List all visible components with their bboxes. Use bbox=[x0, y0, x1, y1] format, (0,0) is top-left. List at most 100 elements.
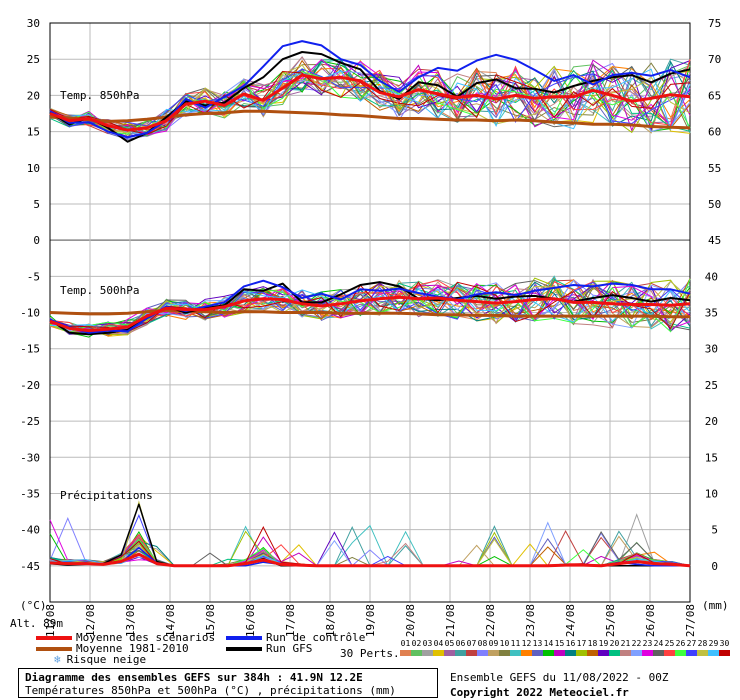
y-tick-label: -25 bbox=[20, 415, 40, 428]
right-tick-upper: 55 bbox=[708, 162, 721, 175]
perturbation-swatch bbox=[675, 650, 686, 656]
perturbation-number: 24 bbox=[653, 639, 664, 648]
legend-gfs-label: Run GFS bbox=[266, 642, 313, 655]
y-tick-label: 5 bbox=[33, 198, 40, 211]
perturbation-swatch bbox=[488, 650, 499, 656]
right-tick-lower: 5 bbox=[711, 524, 718, 537]
x-tick-label: 12/08 bbox=[84, 604, 97, 637]
perturbation-swatch bbox=[664, 650, 675, 656]
right-tick-upper: 60 bbox=[708, 126, 721, 139]
perturbation-swatch bbox=[466, 650, 477, 656]
perturbation-swatch bbox=[510, 650, 521, 656]
x-tick-label: 25/08 bbox=[604, 604, 617, 637]
copyright: Copyright 2022 Meteociel.fr bbox=[450, 686, 629, 699]
snowflake-icon: ❄ bbox=[54, 653, 61, 666]
x-tick-label: 20/08 bbox=[404, 604, 417, 637]
right-tick-lower: 40 bbox=[705, 270, 718, 283]
perturbation-number: 22 bbox=[631, 639, 642, 648]
perturbation-swatch bbox=[686, 650, 697, 656]
x-tick-label: 27/08 bbox=[684, 604, 697, 637]
y-tick-label: 20 bbox=[27, 89, 40, 102]
y-tick-label: -15 bbox=[20, 343, 40, 356]
ensemble-t500-line bbox=[49, 280, 691, 336]
y-tick-label: 10 bbox=[27, 162, 40, 175]
perturbation-number: 21 bbox=[620, 639, 631, 648]
perturbation-number: 08 bbox=[477, 639, 488, 648]
legend-snow: ❄ Risque neige bbox=[54, 654, 146, 665]
perturbation-number: 12 bbox=[521, 639, 532, 648]
perturbation-swatch bbox=[422, 650, 433, 656]
perturbation-number: 15 bbox=[554, 639, 565, 648]
perturbation-legend: 0102030405060708091011121314151617181920… bbox=[400, 640, 730, 658]
perturbation-number: 11 bbox=[510, 639, 521, 648]
legend-mean-label: Moyenne des scénarios bbox=[76, 631, 216, 644]
chart-title: Diagramme des ensembles GEFS sur 384h : … bbox=[25, 671, 363, 684]
perturbation-number: 20 bbox=[609, 639, 620, 648]
perturbation-number: 28 bbox=[697, 639, 708, 648]
perturbation-number: 19 bbox=[598, 639, 609, 648]
legend-control: Run de contrôle bbox=[226, 632, 365, 643]
t850-control-line bbox=[49, 40, 691, 139]
right-tick-lower: 30 bbox=[705, 343, 718, 356]
perturbation-number: 14 bbox=[543, 639, 554, 648]
perturbation-swatch bbox=[499, 650, 510, 656]
perturbation-swatch bbox=[642, 650, 653, 656]
right-tick-upper: 75 bbox=[708, 17, 721, 30]
x-tick-label: 22/08 bbox=[484, 604, 497, 637]
x-tick-label: 15/08 bbox=[204, 604, 217, 637]
x-tick-label: 26/08 bbox=[644, 604, 657, 637]
ensemble-t850-line bbox=[49, 58, 691, 136]
perturbation-number: 04 bbox=[433, 639, 444, 648]
perturbation-swatch bbox=[697, 650, 708, 656]
right-tick-lower: 0 bbox=[711, 560, 718, 573]
perturbation-swatch bbox=[708, 650, 719, 656]
perturbation-swatch bbox=[587, 650, 598, 656]
perturbation-swatch bbox=[444, 650, 455, 656]
precip-label: Précipitations bbox=[60, 489, 153, 502]
legend-gfs: Run GFS bbox=[226, 643, 312, 654]
y-tick-label: -40 bbox=[20, 524, 40, 537]
right-tick-upper: 50 bbox=[708, 198, 721, 211]
perturbation-swatch bbox=[631, 650, 642, 656]
t850-label: Temp. 850hPa bbox=[60, 89, 139, 102]
perturbation-number: 13 bbox=[532, 639, 543, 648]
ensemble-t850-line bbox=[49, 70, 691, 135]
legend-control-label: Run de contrôle bbox=[266, 631, 366, 644]
perturbation-swatch bbox=[598, 650, 609, 656]
x-tick-label: 13/08 bbox=[124, 604, 137, 637]
gefs-chart: 302520151050-5-10-15-20-25-30-35-40-4575… bbox=[10, 17, 729, 638]
legend-mean-swatch bbox=[36, 636, 72, 640]
x-tick-label: 19/08 bbox=[364, 604, 377, 637]
perturbation-swatch bbox=[609, 650, 620, 656]
x-tick-label: 14/08 bbox=[164, 604, 177, 637]
x-tick-label: 11/08 bbox=[44, 604, 57, 637]
legend-snow-label: Risque neige bbox=[66, 653, 147, 666]
perturbation-swatch bbox=[411, 650, 422, 656]
legend-control-swatch bbox=[226, 636, 262, 640]
chart-subtitle: Températures 850hPa et 500hPa (°C) , pré… bbox=[25, 684, 396, 697]
perturbation-number: 09 bbox=[488, 639, 499, 648]
ensemble-t850-line bbox=[49, 68, 691, 135]
right-tick-upper: 70 bbox=[708, 53, 721, 66]
legend-climatology-swatch bbox=[36, 647, 72, 651]
y-tick-label: -10 bbox=[20, 307, 40, 320]
footer-box: Diagramme des ensembles GEFS sur 384h : … bbox=[18, 668, 438, 698]
right-tick-lower: 20 bbox=[705, 415, 718, 428]
perturbation-number: 01 bbox=[400, 639, 411, 648]
t850-mean-line bbox=[49, 73, 691, 132]
perturbation-swatch bbox=[400, 650, 411, 656]
perturbation-number: 10 bbox=[499, 639, 510, 648]
perturbation-numbers: 0102030405060708091011121314151617181920… bbox=[400, 640, 730, 648]
y-tick-label: 15 bbox=[27, 126, 40, 139]
legend-climatology-label: Moyenne 1981-2010 bbox=[76, 642, 189, 655]
x-tick-label: 16/08 bbox=[244, 604, 257, 637]
perturbation-number: 06 bbox=[455, 639, 466, 648]
t500-mean-line bbox=[49, 295, 691, 333]
right-tick-lower: 25 bbox=[705, 379, 718, 392]
perturbation-number: 05 bbox=[444, 639, 455, 648]
t850-climatology-line bbox=[49, 109, 691, 130]
ensemble-t850-line bbox=[49, 56, 691, 140]
perturbation-number: 30 bbox=[719, 639, 730, 648]
run-info: Ensemble GEFS du 11/08/2022 - 00Z bbox=[450, 671, 669, 684]
perturbation-number: 25 bbox=[664, 639, 675, 648]
